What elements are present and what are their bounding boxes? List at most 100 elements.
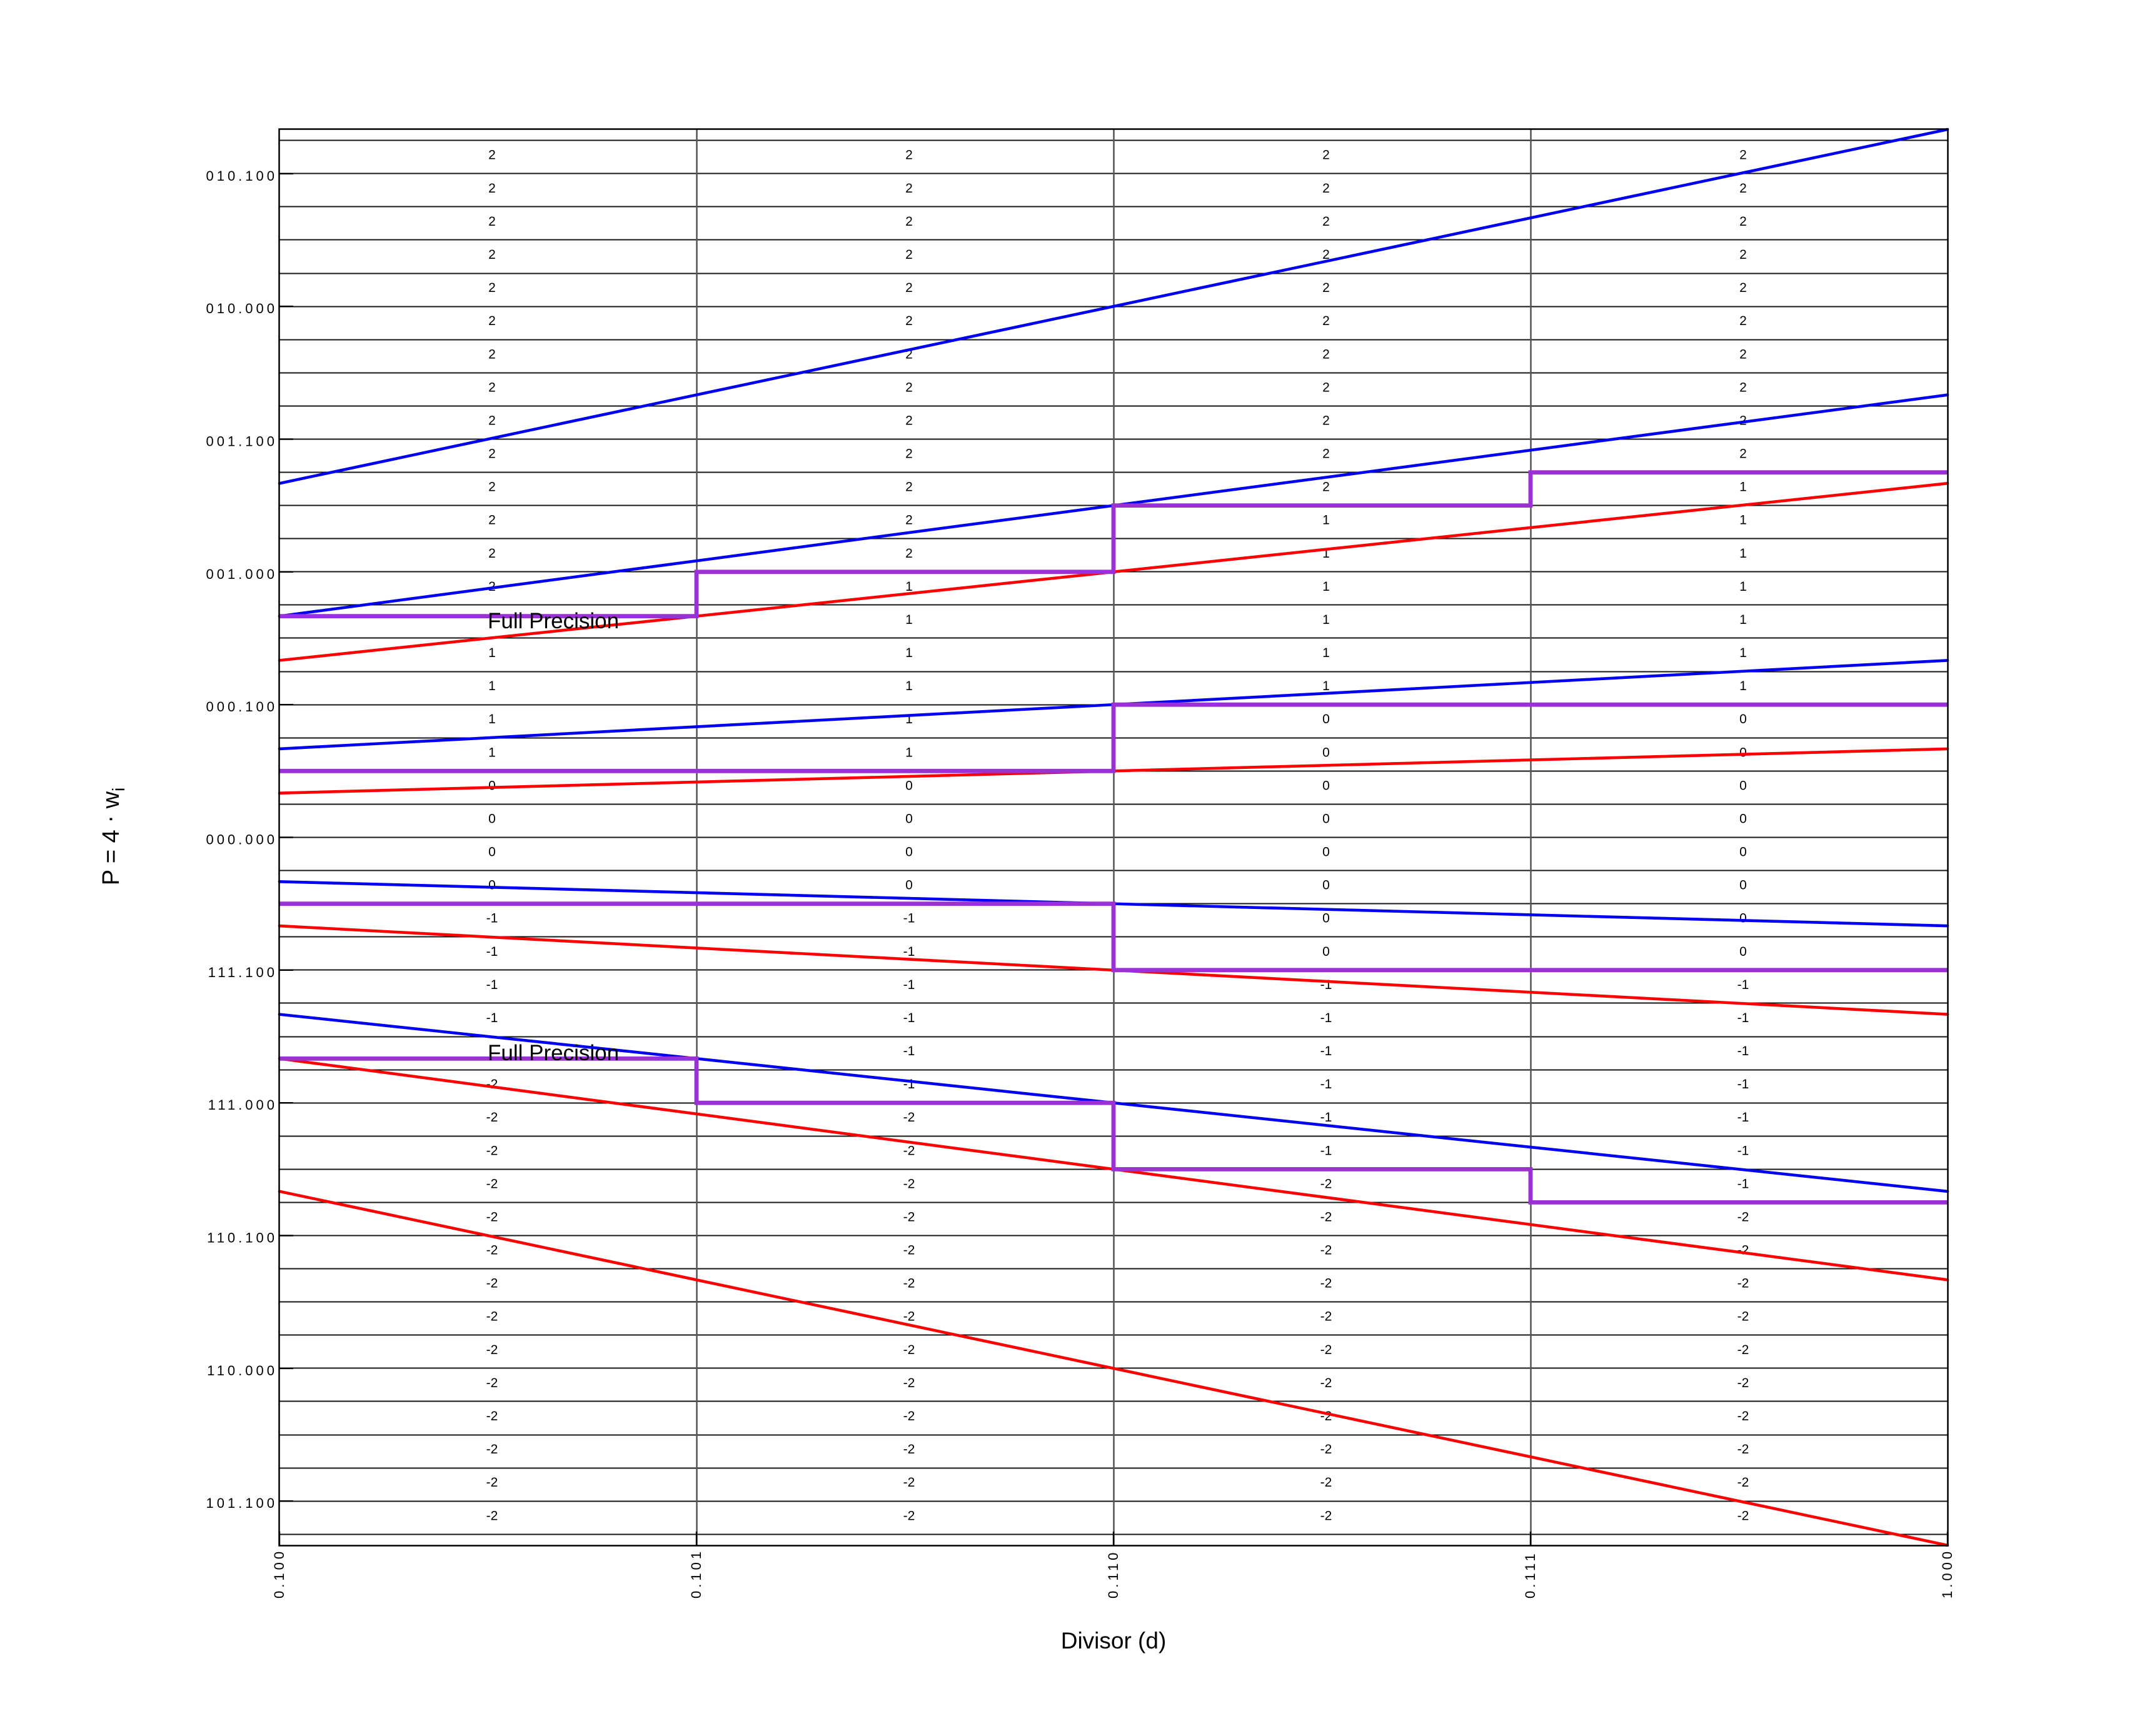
svg-text:-1: -1 — [903, 1044, 915, 1058]
svg-text:-2: -2 — [903, 1210, 915, 1225]
svg-text:1: 1 — [905, 613, 913, 627]
svg-text:0: 0 — [1322, 911, 1330, 926]
svg-text:0: 0 — [905, 845, 913, 860]
svg-text:1.000: 1.000 — [1939, 1548, 1955, 1598]
svg-text:000.100: 000.100 — [206, 699, 278, 715]
svg-text:-2: -2 — [486, 1442, 498, 1457]
svg-text:-2: -2 — [486, 1243, 498, 1258]
svg-text:-2: -2 — [486, 1409, 498, 1423]
svg-text:0: 0 — [1322, 812, 1330, 826]
svg-text:1: 1 — [1322, 580, 1330, 594]
svg-text:0: 0 — [1322, 878, 1330, 893]
svg-text:1: 1 — [905, 679, 913, 693]
svg-text:-1: -1 — [903, 945, 915, 959]
svg-text:-1: -1 — [1737, 1110, 1749, 1125]
svg-text:-2: -2 — [486, 1376, 498, 1390]
svg-text:-2: -2 — [486, 1310, 498, 1324]
svg-text:1: 1 — [1739, 580, 1747, 594]
svg-text:-2: -2 — [903, 1475, 915, 1490]
svg-text:-2: -2 — [486, 1110, 498, 1125]
svg-text:2: 2 — [1739, 347, 1747, 361]
svg-text:2: 2 — [905, 480, 913, 494]
svg-text:1: 1 — [1739, 546, 1747, 561]
svg-text:1: 1 — [1322, 679, 1330, 693]
svg-text:1: 1 — [488, 679, 496, 693]
svg-text:010.100: 010.100 — [206, 168, 278, 184]
svg-text:-2: -2 — [486, 1343, 498, 1357]
svg-text:1: 1 — [488, 712, 496, 726]
svg-text:0: 0 — [1322, 945, 1330, 959]
svg-text:-2: -2 — [1737, 1475, 1749, 1490]
svg-text:-1: -1 — [1737, 978, 1749, 992]
svg-text:-2: -2 — [1320, 1277, 1332, 1291]
svg-text:2: 2 — [488, 480, 496, 494]
svg-text:2: 2 — [905, 546, 913, 561]
svg-text:2: 2 — [1739, 148, 1747, 163]
svg-text:2: 2 — [1322, 413, 1330, 428]
svg-text:-1: -1 — [1737, 1143, 1749, 1158]
svg-text:2: 2 — [905, 413, 913, 428]
svg-text:1: 1 — [1739, 480, 1747, 494]
svg-text:110.000: 110.000 — [207, 1363, 278, 1378]
svg-text:-2: -2 — [903, 1277, 915, 1291]
svg-text:2: 2 — [1322, 447, 1330, 461]
svg-text:Full Precision: Full Precision — [488, 609, 619, 633]
svg-text:2: 2 — [1322, 248, 1330, 262]
svg-text:-2: -2 — [903, 1343, 915, 1357]
svg-text:-2: -2 — [1320, 1343, 1332, 1357]
svg-text:-2: -2 — [1737, 1277, 1749, 1291]
svg-text:0: 0 — [1739, 712, 1747, 726]
svg-text:-2: -2 — [1737, 1310, 1749, 1324]
svg-text:0: 0 — [488, 812, 496, 826]
svg-text:2: 2 — [488, 546, 496, 561]
svg-text:101.100: 101.100 — [206, 1495, 278, 1511]
svg-text:2: 2 — [488, 380, 496, 394]
svg-text:1: 1 — [1739, 679, 1747, 693]
svg-text:-2: -2 — [1737, 1243, 1749, 1258]
svg-text:2: 2 — [1739, 380, 1747, 394]
svg-text:2: 2 — [488, 314, 496, 328]
svg-text:2: 2 — [905, 281, 913, 295]
svg-text:0.110: 0.110 — [1105, 1550, 1121, 1598]
svg-text:0: 0 — [1739, 778, 1747, 793]
svg-text:2: 2 — [1739, 181, 1747, 196]
svg-text:-2: -2 — [1320, 1310, 1332, 1324]
svg-text:-1: -1 — [1320, 1143, 1332, 1158]
svg-text:0: 0 — [488, 878, 496, 893]
svg-text:-2: -2 — [486, 1077, 498, 1091]
svg-text:2: 2 — [488, 248, 496, 262]
svg-text:2: 2 — [1739, 214, 1747, 229]
svg-text:-2: -2 — [903, 1442, 915, 1457]
svg-text:-2: -2 — [903, 1376, 915, 1390]
svg-text:2: 2 — [905, 148, 913, 163]
svg-text:2: 2 — [488, 447, 496, 461]
svg-text:1: 1 — [905, 712, 913, 726]
svg-text:0.111: 0.111 — [1522, 1550, 1538, 1598]
svg-text:2: 2 — [1739, 248, 1747, 262]
svg-text:2: 2 — [905, 214, 913, 229]
svg-text:0: 0 — [1739, 812, 1747, 826]
svg-text:0: 0 — [488, 845, 496, 860]
svg-text:2: 2 — [1322, 148, 1330, 163]
svg-text:-2: -2 — [1737, 1508, 1749, 1523]
svg-text:001.100: 001.100 — [206, 434, 278, 449]
svg-text:0: 0 — [1739, 745, 1747, 760]
svg-text:0: 0 — [1322, 845, 1330, 860]
svg-text:-2: -2 — [486, 1143, 498, 1158]
svg-text:1: 1 — [905, 646, 913, 660]
svg-text:2: 2 — [1322, 181, 1330, 196]
svg-text:0: 0 — [1322, 745, 1330, 760]
svg-text:-2: -2 — [1737, 1442, 1749, 1457]
svg-text:2: 2 — [1739, 314, 1747, 328]
svg-text:0: 0 — [905, 812, 913, 826]
svg-text:2: 2 — [1739, 447, 1747, 461]
svg-text:-2: -2 — [1320, 1508, 1332, 1523]
svg-text:2: 2 — [1322, 281, 1330, 295]
svg-text:-1: -1 — [903, 911, 915, 926]
svg-text:-2: -2 — [903, 1143, 915, 1158]
svg-text:-1: -1 — [486, 945, 498, 959]
svg-text:2: 2 — [488, 148, 496, 163]
svg-text:0: 0 — [1322, 712, 1330, 726]
svg-text:2: 2 — [488, 513, 496, 528]
svg-text:0.101: 0.101 — [688, 1548, 704, 1598]
